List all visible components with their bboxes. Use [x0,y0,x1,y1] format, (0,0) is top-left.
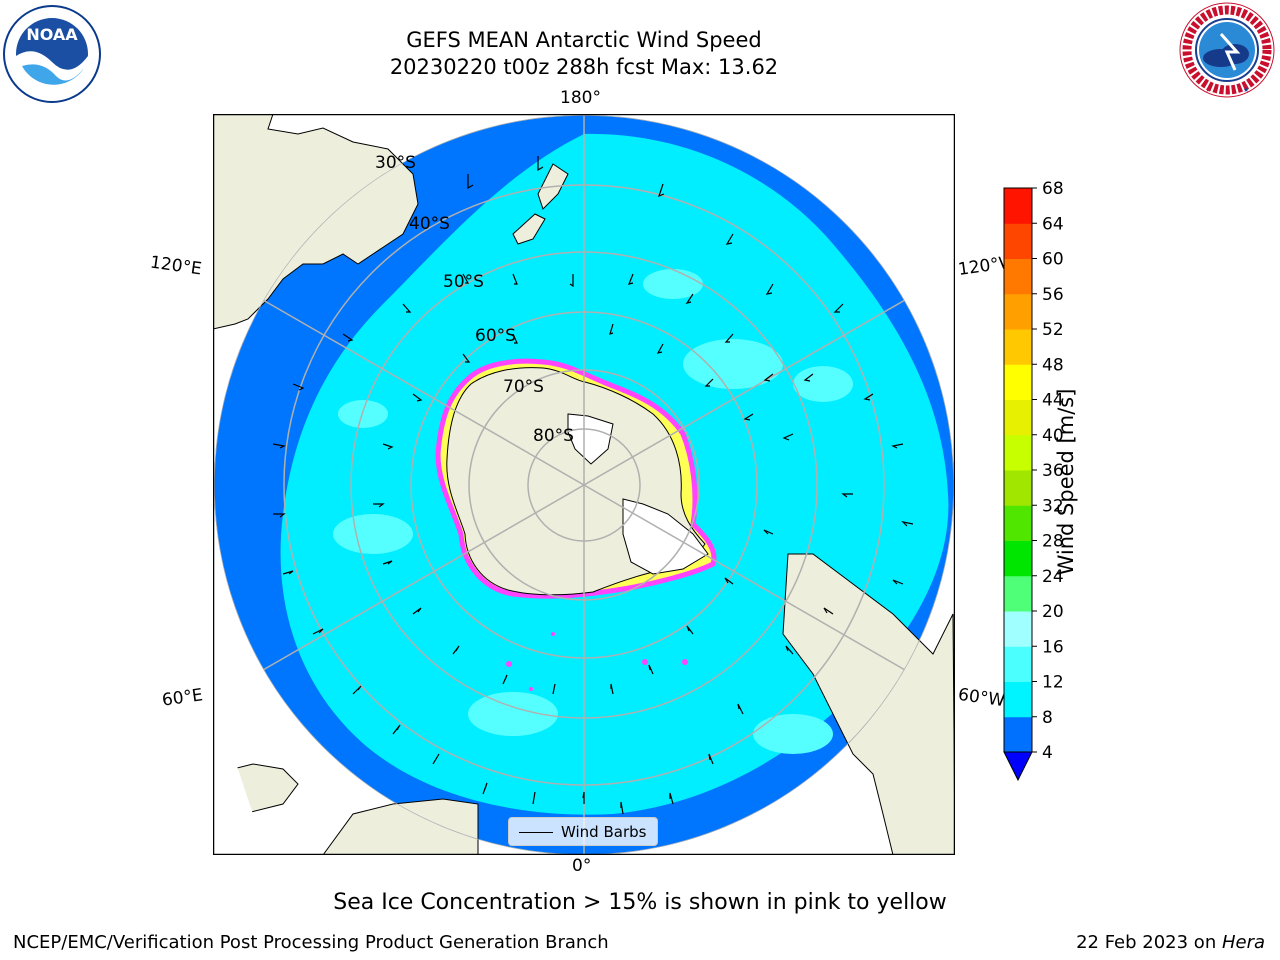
legend-line [519,832,553,833]
colorbar-segment [1004,399,1032,436]
chart-subtitle-run: 20230220 t00z 288h fcst Max: 13.62 [389,55,779,79]
colorbar-tick-label: 20 [1042,602,1064,622]
polar-map: 30°S 40°S 50°S 60°S 70°S 80°S Wind Barbs [213,114,955,855]
colorbar-tick-label: 4 [1042,743,1053,763]
lat-label-60: 60°S [475,326,516,346]
lon-label-120e: 120°E [148,252,203,280]
colorbar-extend [1003,751,1033,782]
lat-label-30: 30°S [375,153,416,173]
colorbar-tick-label: 36 [1042,461,1064,481]
colorbar-tick-label: 44 [1042,391,1064,411]
wind-barbs-legend: Wind Barbs [508,817,658,846]
svg-text:★: ★ [1205,86,1211,94]
colorbar-segment [1004,329,1032,365]
nws-logo: ★ ★ [1177,0,1277,100]
sea-ice-note: Sea Ice Concentration > 15% is shown in … [333,890,947,915]
wind-barbs [272,156,914,815]
colorbar-segment [1004,293,1032,330]
colorbar-tick-label: 56 [1042,285,1064,305]
colorbar: 4 8 12 16 20 24 28 32 36 40 44 48 52 56 60 64 68 [990,170,1090,794]
lat-label-40: 40°S [409,214,450,234]
lat-label-70: 70°S [503,377,544,397]
legend-label: Wind Barbs [561,823,647,841]
colorbar-segment [1004,681,1032,718]
colorbar-segment [1004,505,1032,541]
lon-label-180: 180° [560,88,601,108]
lat-label-50: 50°S [443,272,484,292]
colorbar-tick-label: 32 [1042,496,1064,516]
colorbar-tick-label: 60 [1042,250,1064,270]
lat-label-80: 80°S [533,426,574,446]
colorbar-tick-label: 64 [1042,214,1064,234]
colorbar-tick-label: 68 [1042,179,1064,199]
colorbar-tick-label: 8 [1042,708,1053,728]
svg-text:★: ★ [1243,86,1249,94]
colorbar-segment [1004,223,1032,259]
colorbar-tick-label: 12 [1042,673,1064,693]
footer-date: 22 Feb 2023 on Hera [1076,932,1265,953]
lon-label-0: 0° [572,856,592,876]
colorbar-tick-label: 40 [1042,426,1064,446]
colorbar-segment [1004,470,1032,506]
colorbar-tick-label: 48 [1042,355,1064,375]
chart-title: GEFS MEAN Antarctic Wind Speed [406,28,762,52]
colorbar-segment [1004,575,1032,612]
colorbar-segment [1004,716,1032,753]
noaa-logo: NOAA [2,4,102,104]
colorbar-tick-label: 16 [1042,637,1064,657]
noaa-logo-text: NOAA [26,25,78,44]
colorbar-segment [1004,646,1032,682]
colorbar-segment [1004,258,1032,295]
footer-branch: NCEP/EMC/Verification Post Processing Pr… [13,932,609,953]
colorbar-tick-label: 24 [1042,567,1064,587]
latitude-labels: 30°S 40°S 50°S 60°S 70°S 80°S [375,153,574,446]
lon-label-60e: 60°E [160,685,205,711]
colorbar-tick-label: 52 [1042,320,1064,340]
colorbar-segment [1004,434,1032,471]
colorbar-segment [1004,540,1032,577]
graticule [214,115,954,855]
colorbar-segment [1004,611,1032,647]
colorbar-tick-label: 28 [1042,532,1064,552]
colorbar-segment [1004,364,1032,400]
colorbar-label: Wind Speed [m/s] [1054,388,1078,576]
colorbar-segment [1004,188,1032,224]
